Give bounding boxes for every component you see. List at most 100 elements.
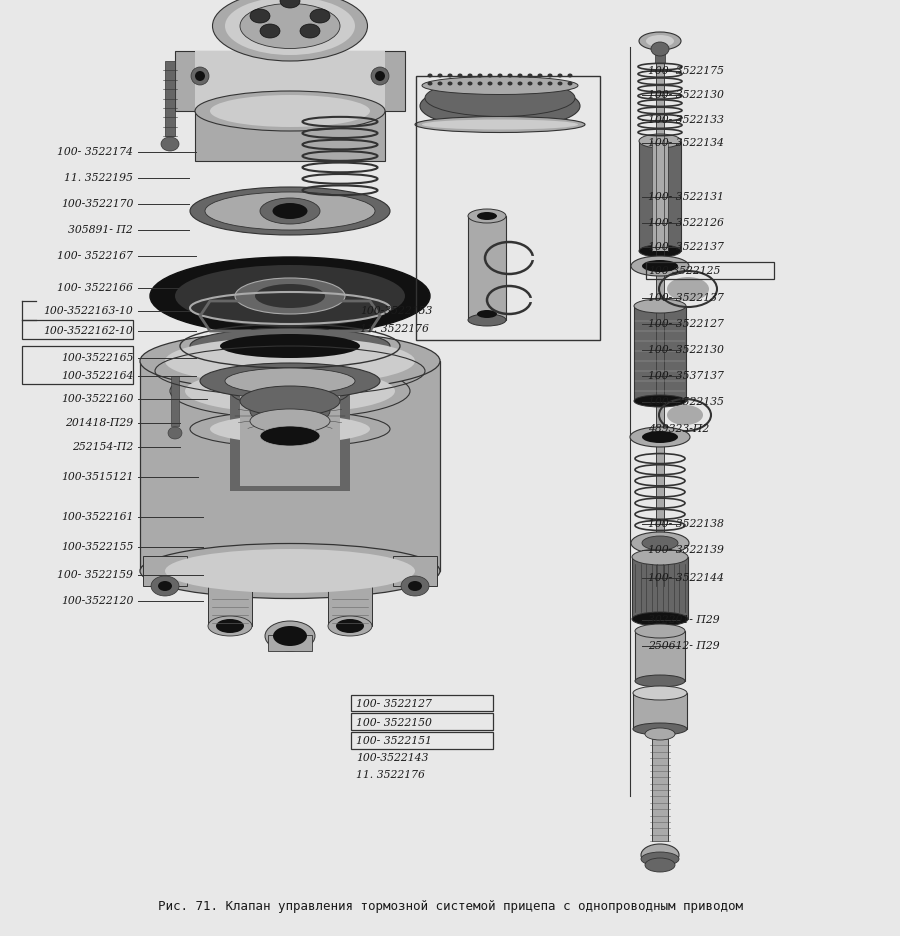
Ellipse shape xyxy=(477,212,497,220)
Ellipse shape xyxy=(225,0,355,55)
Bar xyxy=(468,216,506,320)
Ellipse shape xyxy=(260,426,320,446)
Ellipse shape xyxy=(190,187,390,235)
Ellipse shape xyxy=(195,71,205,81)
Text: 11. 3522195: 11. 3522195 xyxy=(64,173,133,183)
Ellipse shape xyxy=(408,581,422,591)
Ellipse shape xyxy=(639,245,681,257)
Ellipse shape xyxy=(428,74,433,78)
Ellipse shape xyxy=(200,363,380,399)
Ellipse shape xyxy=(336,619,364,633)
Ellipse shape xyxy=(151,576,179,596)
Ellipse shape xyxy=(508,74,512,78)
Ellipse shape xyxy=(631,532,689,554)
Ellipse shape xyxy=(635,624,685,638)
Bar xyxy=(22,346,133,384)
Ellipse shape xyxy=(631,256,689,276)
Ellipse shape xyxy=(250,396,330,426)
Ellipse shape xyxy=(260,24,280,38)
Ellipse shape xyxy=(165,549,415,593)
Text: 100- 3522126: 100- 3522126 xyxy=(648,218,724,227)
Ellipse shape xyxy=(185,369,395,413)
Bar xyxy=(208,586,252,626)
Ellipse shape xyxy=(401,576,429,596)
Bar xyxy=(165,61,175,136)
Bar xyxy=(328,586,372,626)
Text: 100- 3522134: 100- 3522134 xyxy=(648,139,724,148)
Ellipse shape xyxy=(300,370,340,392)
Ellipse shape xyxy=(191,67,209,85)
Ellipse shape xyxy=(158,581,172,591)
Ellipse shape xyxy=(568,81,572,85)
Text: 100- 3522130: 100- 3522130 xyxy=(648,91,724,100)
Ellipse shape xyxy=(633,686,687,700)
Ellipse shape xyxy=(641,844,679,866)
Ellipse shape xyxy=(273,626,307,646)
Text: 100-3522160: 100-3522160 xyxy=(61,394,133,403)
Text: 100-3522120: 100-3522120 xyxy=(61,596,133,606)
Ellipse shape xyxy=(527,81,533,85)
Text: 100-3515121: 100-3515121 xyxy=(61,473,133,482)
Text: 201418-П29: 201418-П29 xyxy=(65,418,133,428)
Bar xyxy=(268,635,312,651)
Bar xyxy=(171,376,179,426)
Ellipse shape xyxy=(371,67,389,85)
Bar xyxy=(632,557,688,619)
Bar xyxy=(143,556,187,586)
Ellipse shape xyxy=(642,536,678,550)
Ellipse shape xyxy=(220,334,360,358)
Ellipse shape xyxy=(457,81,463,85)
Bar xyxy=(634,306,686,401)
Ellipse shape xyxy=(557,74,562,78)
Ellipse shape xyxy=(270,370,310,392)
Ellipse shape xyxy=(557,81,562,85)
Ellipse shape xyxy=(195,91,385,131)
Ellipse shape xyxy=(205,192,375,230)
Text: 100-3522153: 100-3522153 xyxy=(360,306,432,315)
Ellipse shape xyxy=(212,0,367,61)
Text: 100- 3522159: 100- 3522159 xyxy=(58,570,133,579)
Text: 100-3522165: 100-3522165 xyxy=(61,353,133,362)
Text: 100-3522164: 100-3522164 xyxy=(61,372,133,381)
Ellipse shape xyxy=(240,386,340,416)
Ellipse shape xyxy=(645,858,675,872)
Ellipse shape xyxy=(447,74,453,78)
Bar xyxy=(230,391,350,491)
Ellipse shape xyxy=(165,337,415,385)
Text: 100- 3522174: 100- 3522174 xyxy=(58,147,133,156)
Bar xyxy=(175,51,405,111)
Text: 100- 3522127: 100- 3522127 xyxy=(648,319,724,329)
Ellipse shape xyxy=(225,368,355,394)
Ellipse shape xyxy=(175,265,405,327)
Text: 489323-П2: 489323-П2 xyxy=(648,424,709,433)
Text: 100- 3522144: 100- 3522144 xyxy=(648,574,724,583)
Text: 100- 3522137: 100- 3522137 xyxy=(648,293,724,302)
Ellipse shape xyxy=(467,81,472,85)
Bar xyxy=(416,76,600,340)
Ellipse shape xyxy=(273,203,308,219)
Text: 100- 3522127: 100- 3522127 xyxy=(356,699,432,709)
Ellipse shape xyxy=(300,24,320,38)
Text: 100- 3522167: 100- 3522167 xyxy=(58,252,133,261)
Bar xyxy=(140,361,440,571)
Ellipse shape xyxy=(635,675,685,687)
Ellipse shape xyxy=(632,549,688,565)
Text: 100-3522161: 100-3522161 xyxy=(61,512,133,521)
Ellipse shape xyxy=(547,74,553,78)
Text: 100- 3522133: 100- 3522133 xyxy=(648,115,724,124)
Text: 100- 3522131: 100- 3522131 xyxy=(648,192,724,201)
Ellipse shape xyxy=(468,314,506,326)
Ellipse shape xyxy=(240,4,340,49)
Ellipse shape xyxy=(190,411,390,447)
Ellipse shape xyxy=(537,74,543,78)
Ellipse shape xyxy=(140,331,440,391)
Text: 100- 3522130: 100- 3522130 xyxy=(648,345,724,355)
Bar xyxy=(195,111,385,161)
Ellipse shape xyxy=(498,81,502,85)
Ellipse shape xyxy=(140,544,440,598)
Ellipse shape xyxy=(420,83,580,128)
Ellipse shape xyxy=(488,74,492,78)
Text: 100-3522170: 100-3522170 xyxy=(61,199,133,209)
Ellipse shape xyxy=(568,74,572,78)
Ellipse shape xyxy=(216,619,244,633)
